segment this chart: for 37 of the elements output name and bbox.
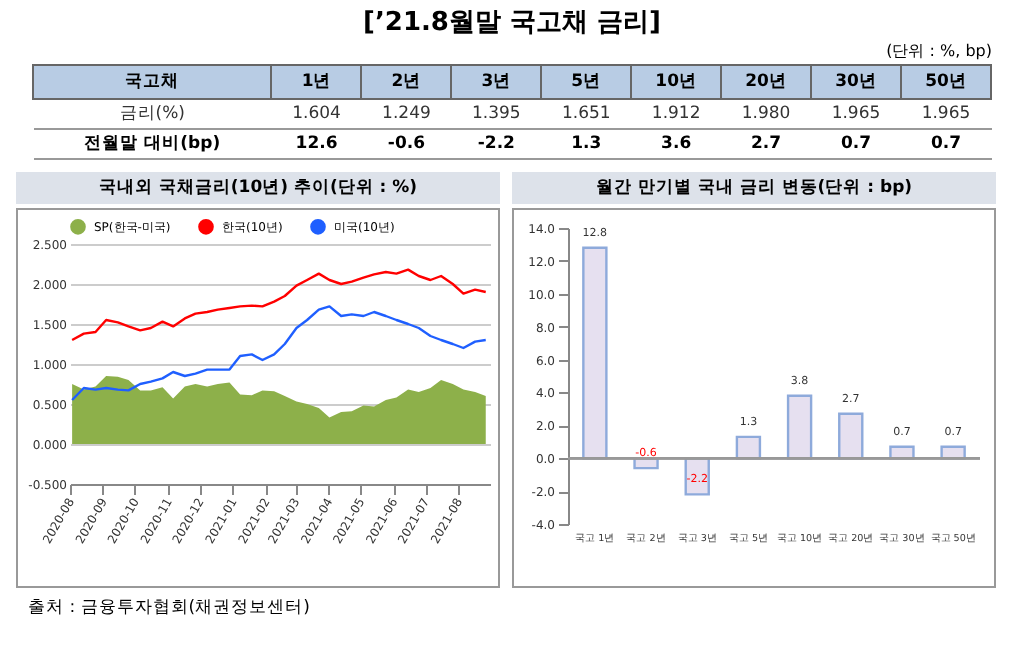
category-label: 20년 <box>721 65 812 99</box>
text: 국고채 <box>33 65 272 99</box>
category-label: 3년 <box>451 65 542 99</box>
source-note: 출처 : 금융투자협회(채권정보센터) <box>28 596 312 620</box>
data-label: 1.604 <box>271 99 362 129</box>
chart-title: 월간 만기별 국내 금리 변동(단위 : bp) <box>512 172 996 204</box>
chart-title: 국내외 국채금리(10년) 추이(단위 : %) <box>16 172 500 204</box>
text: [’21.8월말 국고채 금리] <box>361 6 663 40</box>
line-series <box>70 268 487 342</box>
data-label: 1.395 <box>451 99 542 129</box>
data-label: 3.6 <box>631 129 722 159</box>
bar <box>838 412 864 460</box>
text: (단위 : %, bp) <box>884 40 992 62</box>
data-label: 1.651 <box>541 99 632 129</box>
category-label: 50년 <box>900 65 991 99</box>
bar <box>582 246 608 460</box>
category-label: 30년 <box>811 65 901 99</box>
text: 전월말 대비(bp) <box>33 129 272 159</box>
data-label: 1.249 <box>361 99 452 129</box>
category-label: 5년 <box>541 65 632 99</box>
category-label: 10년 <box>631 65 722 99</box>
bar <box>786 394 813 460</box>
data-label: 0.7 <box>900 129 991 159</box>
text: 금리(%) <box>33 99 272 129</box>
data-label: 1.965 <box>900 99 991 129</box>
category-label: 2년 <box>361 65 452 99</box>
data-label: 1.912 <box>631 99 722 129</box>
data-label: -2.2 <box>451 129 542 159</box>
data-label: 0.7 <box>811 129 901 159</box>
line-series <box>70 305 487 402</box>
data-label: -0.6 <box>361 129 452 159</box>
data-label: 1.965 <box>811 99 901 129</box>
data-label: 12.6 <box>271 129 362 159</box>
data-label: 2.7 <box>721 129 812 159</box>
data-label: 1.3 <box>541 129 632 159</box>
data-label: 1.980 <box>721 99 812 129</box>
category-label: 1년 <box>271 65 362 99</box>
